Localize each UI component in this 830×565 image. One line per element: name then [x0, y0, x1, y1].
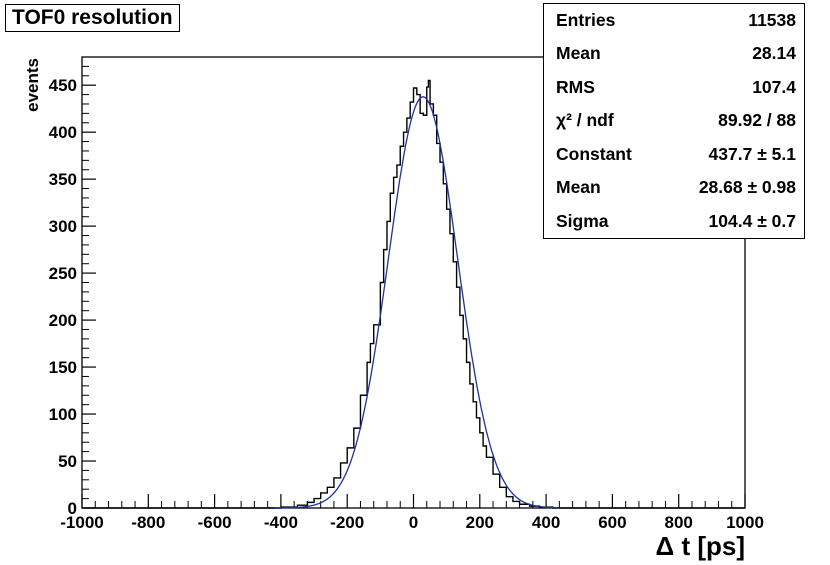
- stats-value: 104.4 ± 0.7: [708, 210, 796, 231]
- stats-label: RMS: [556, 76, 595, 97]
- stats-row-fit-mean: Mean 28.68 ± 0.98: [556, 173, 796, 201]
- x-tick-label: -400: [264, 513, 298, 532]
- stats-value: 89.92 / 88: [718, 109, 796, 130]
- stats-label: Mean: [556, 176, 601, 197]
- stats-row-sigma: Sigma 104.4 ± 0.7: [556, 207, 796, 235]
- stats-value: 107.4: [752, 76, 796, 97]
- stats-value: 437.7 ± 5.1: [708, 143, 796, 164]
- y-axis-ticks: 0 50 100 150 200 250 300 350 400 450: [49, 65, 96, 518]
- x-axis-ticks: -1000 -800 -600 -400 -200 0 200 400 600 800 1000: [60, 494, 764, 532]
- x-tick-label: 1000: [726, 513, 764, 532]
- stats-value: 11538: [748, 9, 796, 30]
- y-tick-label: 400: [49, 123, 77, 142]
- stats-value: 28.68 ± 0.98: [698, 176, 796, 197]
- y-tick-label: 250: [49, 264, 77, 283]
- stats-label: Constant: [556, 143, 632, 164]
- x-tick-label: 0: [409, 513, 418, 532]
- x-tick-label: -200: [330, 513, 364, 532]
- y-tick-label: 150: [49, 358, 77, 377]
- y-tick-label: 100: [49, 405, 77, 424]
- y-tick-label: 300: [49, 217, 77, 236]
- stats-label: Mean: [556, 42, 601, 63]
- x-tick-label: 400: [532, 513, 560, 532]
- histogram-series: [82, 79, 745, 509]
- y-tick-label: 50: [58, 452, 77, 471]
- x-tick-label: 800: [665, 513, 693, 532]
- y-tick-label: 200: [49, 311, 77, 330]
- y-axis-label: events: [23, 58, 42, 112]
- stats-box: Entries 11538 Mean 28.14 RMS 107.4 χ² / …: [543, 3, 805, 239]
- x-tick-label: -1000: [60, 513, 103, 532]
- chart-title: TOF0 resolution: [5, 4, 180, 32]
- stats-row-constant: Constant 437.7 ± 5.1: [556, 140, 796, 168]
- stats-row-chi2-ndf: χ² / ndf 89.92 / 88: [556, 106, 796, 134]
- x-axis-label: Δ t [ps]: [656, 531, 745, 561]
- x-tick-label: -800: [131, 513, 165, 532]
- y-tick-label: 350: [49, 170, 77, 189]
- stats-row-entries: Entries 11538: [556, 6, 796, 34]
- x-tick-label: 200: [466, 513, 494, 532]
- stats-label: Sigma: [556, 210, 609, 231]
- x-tick-label: -600: [198, 513, 232, 532]
- stats-label: χ² / ndf: [556, 109, 614, 130]
- stats-row-mean: Mean 28.14: [556, 39, 796, 67]
- stats-label: Entries: [556, 9, 616, 30]
- stats-row-rms: RMS 107.4: [556, 73, 796, 101]
- y-tick-label: 0: [68, 499, 77, 518]
- x-tick-label: 600: [598, 513, 626, 532]
- y-tick-label: 450: [49, 76, 77, 95]
- stats-value: 28.14: [752, 42, 796, 63]
- gaussian-fit-curve: [274, 96, 560, 509]
